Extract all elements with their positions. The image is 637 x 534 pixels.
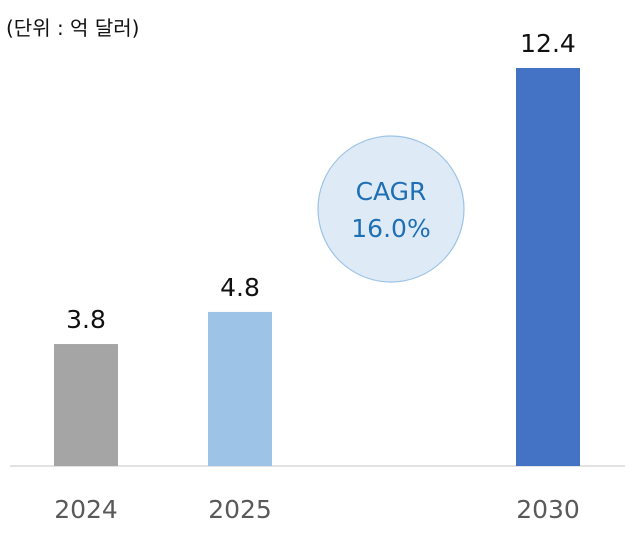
unit-label: (단위 : 억 달러): [6, 16, 140, 40]
cagr-bubble: [317, 135, 465, 283]
cagr-annotation: CAGR 16.0%: [317, 135, 465, 283]
value-label-2030: 12.4: [520, 29, 576, 58]
bars-group: 3.8 2024 4.8 2025 12.4 2030: [54, 29, 580, 524]
bar-2024: [54, 344, 118, 466]
x-tick-label-2030: 2030: [516, 495, 580, 524]
bar-2025: [208, 311, 272, 466]
cagr-label: CAGR: [356, 177, 427, 206]
x-tick-label-2025: 2025: [208, 495, 272, 524]
bar-2030: [516, 68, 580, 466]
value-label-2024: 3.8: [66, 305, 106, 334]
x-tick-label-2024: 2024: [54, 495, 118, 524]
value-label-2025: 4.8: [220, 273, 260, 302]
cagr-value: 16.0%: [351, 214, 430, 243]
